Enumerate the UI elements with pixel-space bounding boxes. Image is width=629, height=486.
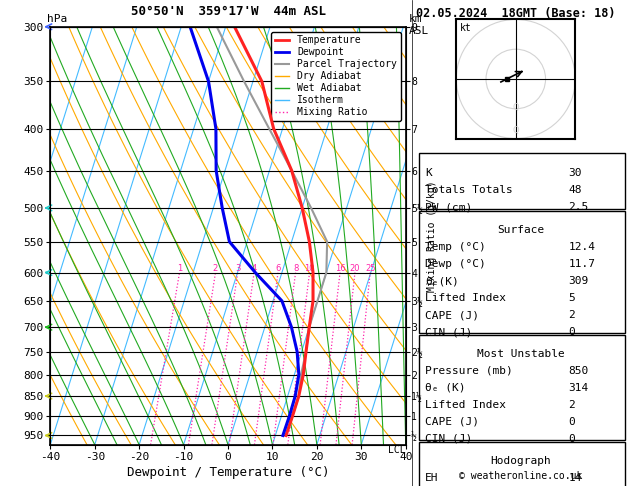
Text: Lifted Index: Lifted Index xyxy=(425,400,506,410)
Text: 48: 48 xyxy=(568,185,582,195)
Text: θₑ (K): θₑ (K) xyxy=(425,383,465,393)
Text: Dewp (°C): Dewp (°C) xyxy=(425,259,486,269)
Y-axis label: Mixing Ratio (g/kg): Mixing Ratio (g/kg) xyxy=(427,180,437,292)
Text: CIN (J): CIN (J) xyxy=(425,434,472,444)
Text: Totals Totals: Totals Totals xyxy=(425,185,513,195)
Bar xyxy=(418,153,625,209)
Text: 1: 1 xyxy=(177,263,182,273)
Bar xyxy=(418,335,625,440)
Text: Lifted Index: Lifted Index xyxy=(425,293,506,303)
Text: 2.5: 2.5 xyxy=(568,203,589,212)
Text: 3: 3 xyxy=(235,263,240,273)
Text: 50°50'N  359°17'W  44m ASL: 50°50'N 359°17'W 44m ASL xyxy=(130,5,326,18)
Text: 4: 4 xyxy=(252,263,257,273)
Text: kt: kt xyxy=(460,23,472,33)
Text: 0: 0 xyxy=(568,417,575,427)
Text: Pressure (mb): Pressure (mb) xyxy=(425,366,513,376)
Text: 850: 850 xyxy=(568,366,589,376)
Text: 5: 5 xyxy=(568,293,575,303)
Text: CIN (J): CIN (J) xyxy=(425,327,472,337)
Text: ASL: ASL xyxy=(409,26,429,36)
Text: 25: 25 xyxy=(365,263,376,273)
Text: 2: 2 xyxy=(213,263,218,273)
Text: Temp (°C): Temp (°C) xyxy=(425,242,486,252)
Text: Most Unstable: Most Unstable xyxy=(477,349,564,359)
Text: 10: 10 xyxy=(304,263,315,273)
Text: 309: 309 xyxy=(568,276,589,286)
Text: 20: 20 xyxy=(350,263,360,273)
Text: Q: Q xyxy=(513,103,519,112)
Legend: Temperature, Dewpoint, Parcel Trajectory, Dry Adiabat, Wet Adiabat, Isotherm, Mi: Temperature, Dewpoint, Parcel Trajectory… xyxy=(271,32,401,121)
Text: Hodograph: Hodograph xyxy=(490,456,551,466)
Text: 30: 30 xyxy=(568,168,582,178)
Text: hPa: hPa xyxy=(47,14,67,24)
Text: 6: 6 xyxy=(276,263,281,273)
Text: 14: 14 xyxy=(568,473,582,483)
Text: PW (cm): PW (cm) xyxy=(425,203,472,212)
Text: km: km xyxy=(409,14,422,24)
Text: 11.7: 11.7 xyxy=(568,259,595,269)
Bar xyxy=(418,442,625,486)
Text: K: K xyxy=(425,168,431,178)
X-axis label: Dewpoint / Temperature (°C): Dewpoint / Temperature (°C) xyxy=(127,466,329,479)
Text: 16: 16 xyxy=(335,263,345,273)
Text: CAPE (J): CAPE (J) xyxy=(425,310,479,320)
Text: 12.4: 12.4 xyxy=(568,242,595,252)
Text: 0: 0 xyxy=(568,327,575,337)
Text: CAPE (J): CAPE (J) xyxy=(425,417,479,427)
Text: 0: 0 xyxy=(568,434,575,444)
Text: EH: EH xyxy=(425,473,438,483)
Text: LCL: LCL xyxy=(388,445,406,455)
Bar xyxy=(418,211,625,333)
Text: θₑ(K): θₑ(K) xyxy=(425,276,459,286)
Text: 2: 2 xyxy=(568,310,575,320)
Text: 8: 8 xyxy=(293,263,298,273)
Text: 314: 314 xyxy=(568,383,589,393)
Text: Q: Q xyxy=(513,125,519,135)
Text: 02.05.2024  18GMT (Base: 18): 02.05.2024 18GMT (Base: 18) xyxy=(416,7,616,20)
Text: © weatheronline.co.uk: © weatheronline.co.uk xyxy=(459,471,582,481)
Text: Surface: Surface xyxy=(497,225,544,235)
Text: 2: 2 xyxy=(568,400,575,410)
